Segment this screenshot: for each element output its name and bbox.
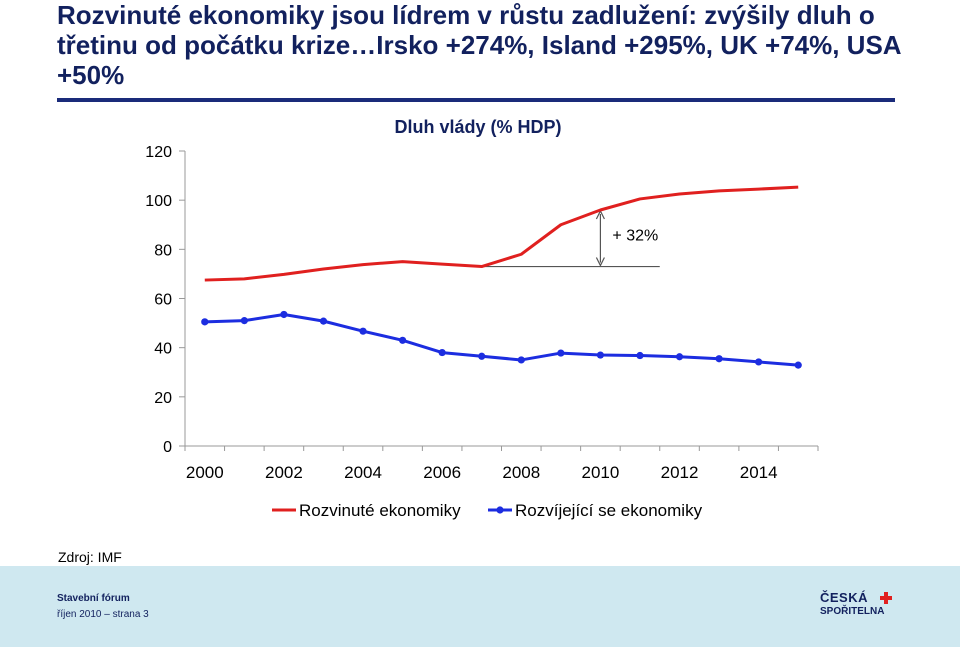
data-point-emerging xyxy=(596,351,605,359)
data-point-emerging xyxy=(201,318,209,326)
series-line-advanced xyxy=(204,185,799,282)
data-point-emerging xyxy=(794,361,802,369)
series-line-emerging xyxy=(204,312,799,367)
footer-event-name: Stavební fórum xyxy=(57,593,130,604)
y-tick-label: 40 xyxy=(154,341,172,358)
footer-date-page: říjen 2010 – strana 3 xyxy=(57,609,149,620)
axes: 0 20 40 60 80 100 120 2000 2002 2004 2006 2008 2010 2… xyxy=(145,144,819,482)
legend: Rozvinuté ekonomiky Rozvíjející se ekonom… xyxy=(272,501,703,520)
data-point-emerging xyxy=(359,327,367,335)
data-point-emerging xyxy=(557,349,565,357)
x-tick-label: 2012 xyxy=(661,463,699,482)
data-point-emerging xyxy=(478,352,486,360)
data-point-emerging xyxy=(280,310,288,319)
x-tick-label: 2010 xyxy=(581,463,619,482)
ceska-sporitelna-logo: ČESKÁ SPOŘITELNA xyxy=(820,590,892,620)
legend-marker-emerging xyxy=(496,506,504,514)
debt-chart: Dluh vlády (% HDP) 0 20 40 60 80 100 120 2000 20… xyxy=(145,117,819,520)
annotation-label: + 32% xyxy=(612,227,658,244)
source-note: Zdroj: IMF xyxy=(58,549,122,565)
y-tick-label: 0 xyxy=(163,439,172,456)
data-point-emerging xyxy=(715,355,723,363)
x-tick-label: 2006 xyxy=(423,463,461,482)
x-tick-label: 2008 xyxy=(502,463,540,482)
x-tick-label: 2000 xyxy=(186,463,224,482)
data-point-emerging xyxy=(240,317,248,325)
data-point-emerging xyxy=(517,356,525,364)
legend-label-emerging: Rozvíjející se ekonomiky xyxy=(515,501,703,520)
slide-title: Rozvinuté ekonomiky jsou lídrem v růstu … xyxy=(57,0,901,90)
y-tick-label: 100 xyxy=(145,193,172,210)
data-point-emerging xyxy=(755,358,763,366)
x-tick-label: 2014 xyxy=(740,463,778,482)
series-layer xyxy=(201,185,802,369)
annotation-arrow-head-down xyxy=(595,257,605,267)
title-rule xyxy=(57,98,895,102)
logo-mark-icon xyxy=(880,592,892,604)
data-point-emerging xyxy=(636,351,644,360)
data-point-emerging xyxy=(398,336,407,344)
logo-line2: SPOŘITELNA xyxy=(820,606,885,617)
y-tick-label: 80 xyxy=(154,242,172,259)
y-tick-label: 60 xyxy=(154,292,172,309)
chart-title: Dluh vlády (% HDP) xyxy=(394,117,561,137)
data-point-emerging xyxy=(319,317,328,325)
y-tick-label: 20 xyxy=(154,390,172,407)
x-tick-label: 2002 xyxy=(265,463,303,482)
logo-line1: ČESKÁ xyxy=(820,590,869,605)
data-point-emerging xyxy=(675,353,684,361)
legend-label-advanced: Rozvinuté ekonomiky xyxy=(299,501,461,520)
y-tick-label: 120 xyxy=(145,144,172,161)
x-tick-label: 2004 xyxy=(344,463,382,482)
footer-band xyxy=(0,566,960,647)
data-point-emerging xyxy=(438,348,446,357)
